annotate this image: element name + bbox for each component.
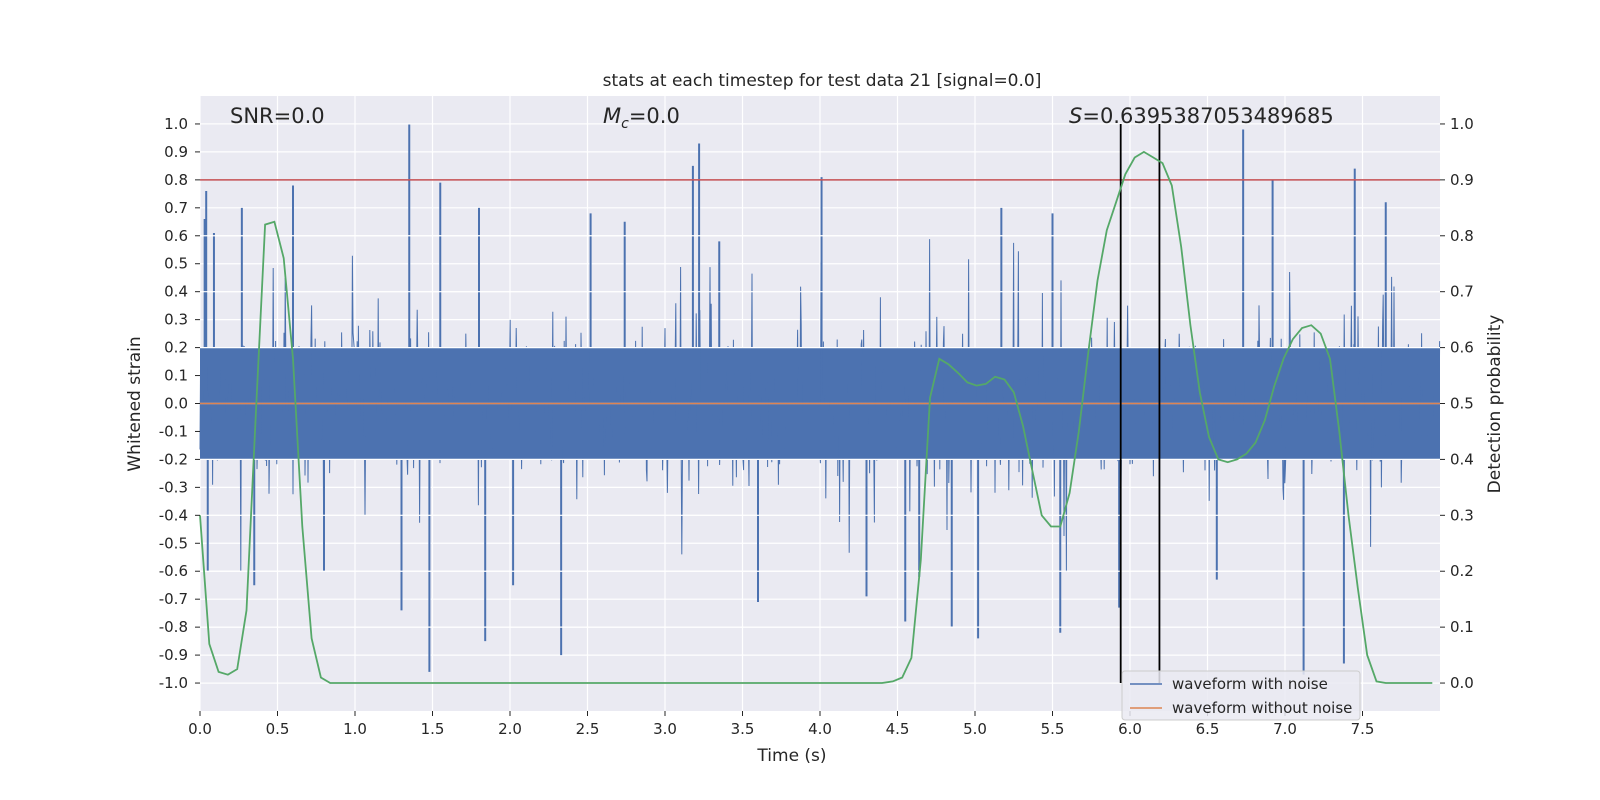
left-tick-label: -0.3 — [159, 478, 188, 496]
left-tick-label: -0.4 — [159, 506, 188, 524]
detection-probability-line — [199, 150, 1433, 684]
left-tick-label: -0.8 — [159, 618, 188, 636]
left-tick-label: 0.1 — [164, 367, 188, 385]
right-tick-label: 0.2 — [1450, 562, 1474, 580]
x-axis-label: Time (s) — [756, 746, 826, 766]
right-tick-label: 0.6 — [1450, 339, 1474, 357]
right-tick-label: 0.0 — [1450, 674, 1474, 692]
left-tick-label: 0.3 — [164, 311, 188, 329]
left-tick-label: -0.1 — [159, 422, 188, 440]
left-tick-label: -1.0 — [159, 674, 188, 692]
x-tick-label: 5.0 — [963, 720, 987, 738]
x-tick-label: 2.5 — [576, 720, 600, 738]
left-tick-label: 0.7 — [164, 199, 188, 217]
x-axis-ticks: 0.0 0.5 1.0 1.5 2.0 2.5 3.0 3.5 4.0 4.5 5.0 5.5 6.0 6… — [188, 711, 1374, 738]
left-tick-label: 0.2 — [164, 339, 188, 357]
left-axis-label: Whitened strain — [125, 336, 145, 471]
left-tick-label: 0.0 — [164, 395, 188, 413]
right-axis-label: Detection probability — [1485, 315, 1505, 494]
s-value: =0.6395387053489685 — [1082, 104, 1333, 128]
mc-subscript: c — [621, 116, 629, 132]
x-tick-label: 5.5 — [1041, 720, 1065, 738]
legend-label-clean: waveform without noise — [1172, 699, 1352, 717]
snr-annotation: SNR=0.0 — [230, 104, 325, 128]
x-tick-label: 6.5 — [1196, 720, 1220, 738]
left-tick-label: -0.2 — [159, 450, 188, 468]
x-tick-label: 0.0 — [188, 720, 212, 738]
right-axis-ticks: 0.0 0.1 0.2 0.3 0.4 0.5 0.6 0.7 0.8 0.9 1.0 — [1440, 115, 1474, 692]
left-tick-label: -0.7 — [159, 590, 188, 608]
right-tick-label: 0.1 — [1450, 618, 1474, 636]
left-tick-label: 0.8 — [164, 171, 188, 189]
x-tick-label: 7.0 — [1273, 720, 1297, 738]
score-annotation: S=0.6395387053489685 — [1069, 104, 1334, 128]
right-tick-label: 0.9 — [1450, 171, 1474, 189]
x-tick-label: 3.0 — [653, 720, 677, 738]
left-axis-ticks: -1.0 -0.9 -0.8 -0.7 -0.6 -0.5 -0.4 -0.3 -0.2 -0.1… — [159, 115, 200, 692]
right-tick-label: 0.5 — [1450, 395, 1474, 413]
legend-label-noise: waveform with noise — [1172, 675, 1328, 693]
x-tick-label: 1.0 — [343, 720, 367, 738]
left-tick-label: -0.6 — [159, 562, 188, 580]
right-tick-label: 0.3 — [1450, 506, 1474, 524]
right-tick-label: 0.7 — [1450, 283, 1474, 301]
selection-vertical-lines — [1119, 123, 1161, 684]
legend: waveform with noise waveform without noi… — [1121, 670, 1361, 721]
noise-trace — [199, 239, 1441, 572]
left-tick-label: 0.4 — [164, 283, 188, 301]
mc-value: =0.0 — [629, 104, 680, 128]
left-tick-label: 0.5 — [164, 255, 188, 273]
left-tick-label: 0.9 — [164, 143, 188, 161]
left-tick-label: -0.5 — [159, 534, 188, 552]
x-tick-label: 0.5 — [266, 720, 290, 738]
right-tick-label: 1.0 — [1450, 115, 1474, 133]
x-tick-label: 4.0 — [808, 720, 832, 738]
chart-title: stats at each timestep for test data 21 … — [603, 71, 1042, 91]
x-tick-label: 2.0 — [498, 720, 522, 738]
x-tick-label: 7.5 — [1351, 720, 1375, 738]
left-tick-label: 0.6 — [164, 227, 188, 245]
x-tick-label: 4.5 — [886, 720, 910, 738]
s-symbol: S — [1069, 104, 1082, 128]
left-tick-label: -0.9 — [159, 646, 188, 664]
x-tick-label: 6.0 — [1118, 720, 1142, 738]
chirp-mass-annotation: Mc=0.0 — [603, 104, 680, 132]
mc-symbol: M — [603, 104, 621, 128]
x-tick-label: 1.5 — [421, 720, 445, 738]
right-tick-label: 0.4 — [1450, 450, 1474, 468]
left-tick-label: 1.0 — [164, 115, 188, 133]
legend-box — [1121, 670, 1361, 721]
x-tick-label: 3.5 — [731, 720, 755, 738]
right-tick-label: 0.8 — [1450, 227, 1474, 245]
